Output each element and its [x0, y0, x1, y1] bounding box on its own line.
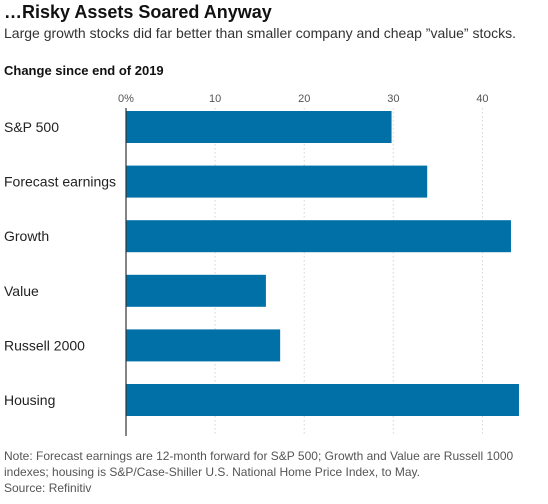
x-tick-label: 20 [298, 93, 310, 105]
bar [126, 111, 392, 143]
chart-title: …Risky Assets Soared Anyway [4, 2, 272, 22]
source-text: Source: Refinitiv [4, 481, 92, 495]
category-label: Housing [4, 392, 55, 408]
axis-caption: Change since end of 2019 [4, 63, 164, 78]
x-tick-label: 30 [387, 93, 399, 105]
bar [126, 329, 281, 362]
category-label: Value [4, 283, 39, 299]
x-tick-label: 0% [118, 93, 134, 105]
x-tick-label: 10 [209, 93, 221, 105]
note-text: Note: Forecast earnings are 12-month for… [4, 449, 514, 479]
chart-footnote: Note: Forecast earnings are 12-month for… [4, 448, 544, 496]
bar [126, 165, 428, 198]
category-label: Growth [4, 228, 49, 244]
category-label: Forecast earnings [4, 174, 116, 190]
category-label: S&P 500 [4, 119, 59, 135]
x-tick-label: 40 [476, 93, 488, 105]
bar [126, 220, 511, 253]
bar [126, 384, 519, 416]
chart-subtitle: Large growth stocks did far better than … [4, 25, 517, 41]
bar [126, 274, 266, 307]
category-label: Russell 2000 [4, 337, 85, 353]
